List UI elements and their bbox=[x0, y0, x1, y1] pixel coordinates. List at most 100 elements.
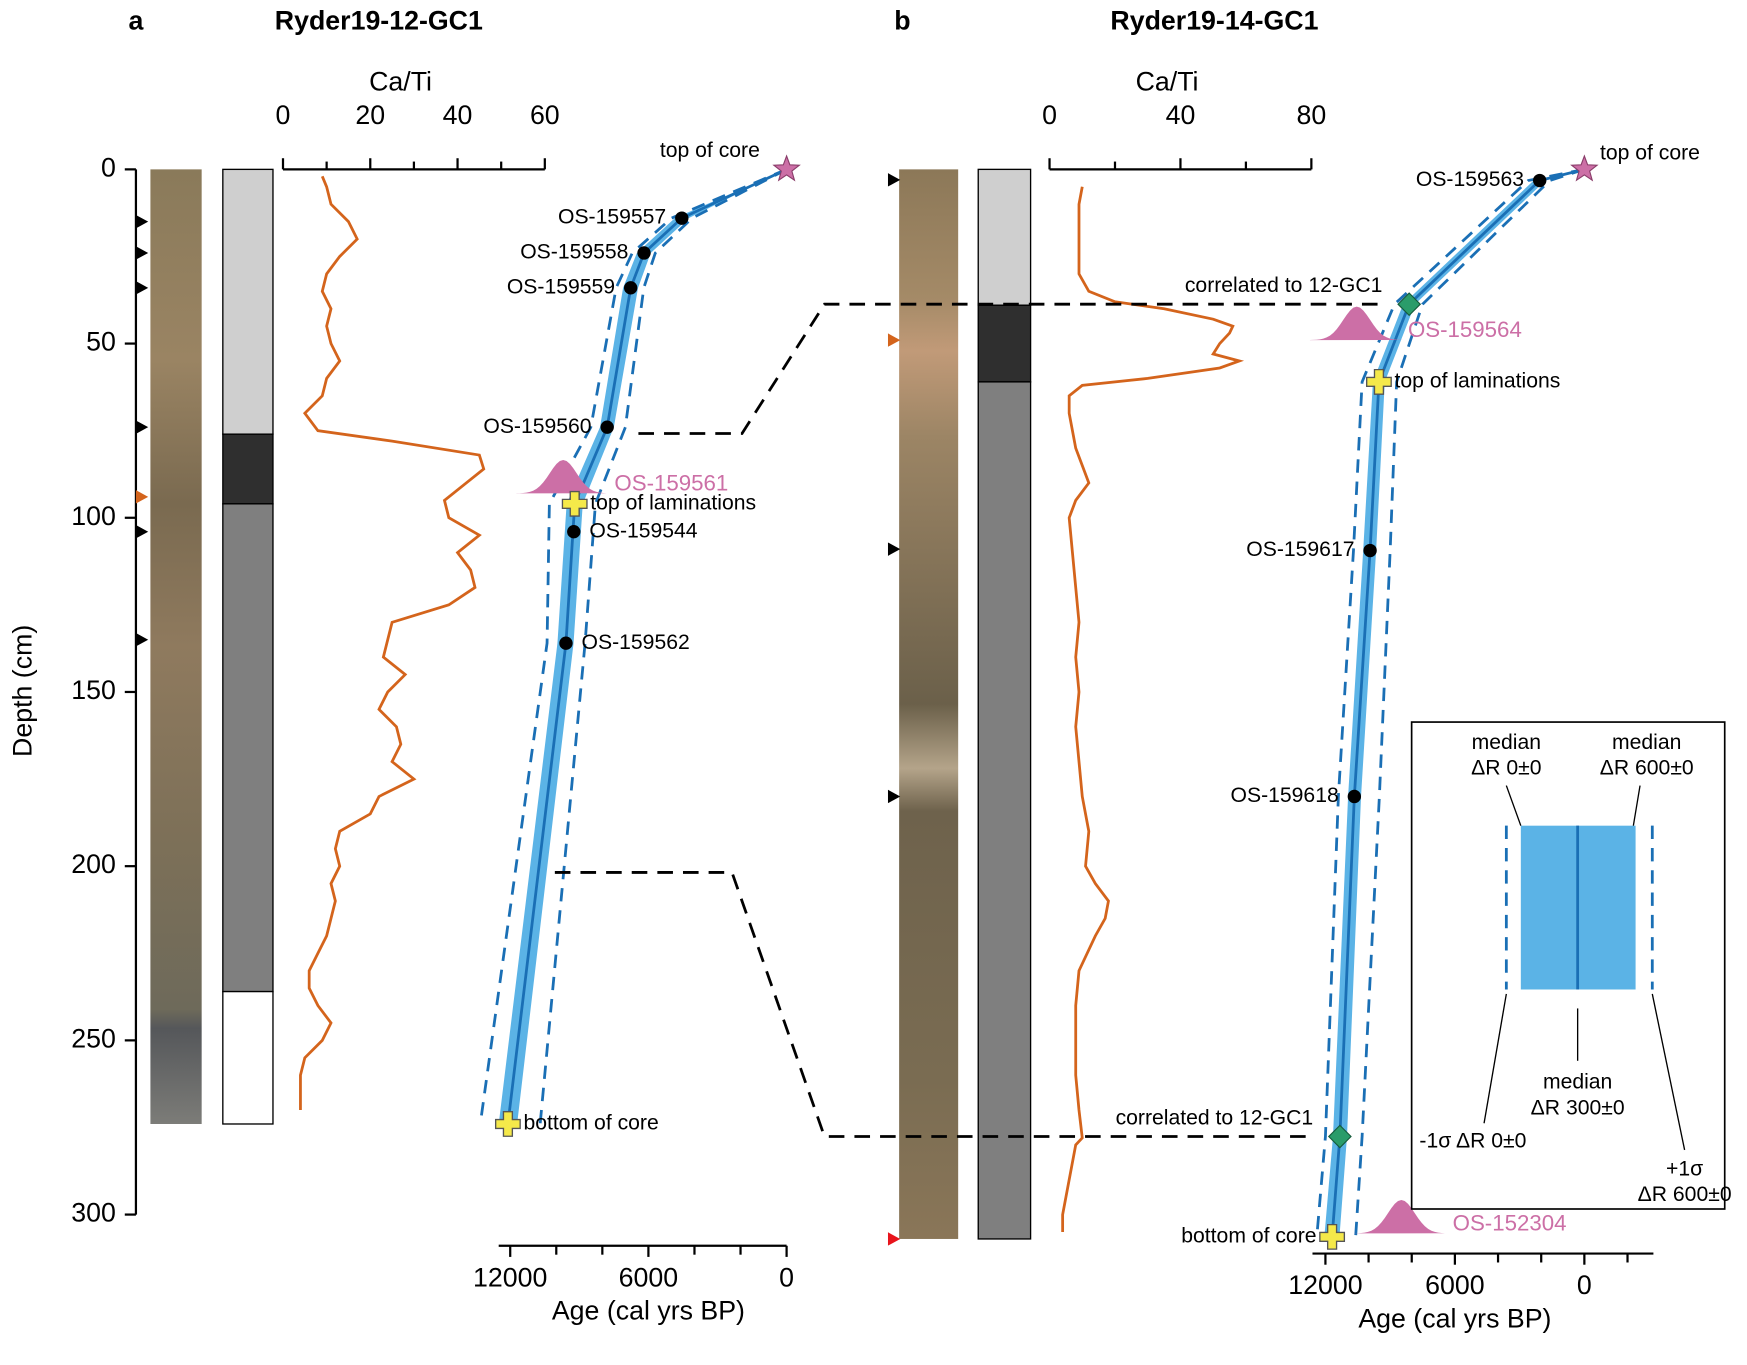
correlation-line bbox=[554, 871, 1312, 1138]
depth-axis-label: Depth (cm) bbox=[8, 625, 38, 757]
core-photo bbox=[150, 169, 202, 1124]
inset-leader bbox=[1505, 785, 1522, 826]
date-label: top of core bbox=[1600, 141, 1700, 164]
inset-label: +1σ bbox=[1666, 1158, 1703, 1181]
date-label: OS-159559 bbox=[507, 275, 615, 298]
date-dot bbox=[675, 211, 689, 225]
sample-marker bbox=[135, 281, 149, 295]
date-probability bbox=[1309, 306, 1404, 341]
date-label: OS-159557 bbox=[558, 206, 666, 229]
panel-title: Ryder19-14-GC1 bbox=[1110, 5, 1318, 35]
date-star bbox=[772, 154, 801, 182]
date-dot bbox=[637, 246, 651, 260]
cati-axis-label: Ca/Ti bbox=[369, 67, 432, 97]
age-tick-label: 6000 bbox=[1425, 1270, 1484, 1300]
sample-marker bbox=[887, 542, 901, 556]
age-model-sigma bbox=[478, 168, 788, 1125]
sample-marker bbox=[135, 525, 149, 539]
age-model-sigma bbox=[1315, 168, 1585, 1237]
cati-tick-label: 20 bbox=[355, 100, 385, 130]
date-star bbox=[1570, 154, 1599, 182]
depth-tick-label: 0 bbox=[101, 152, 116, 182]
inset-leader bbox=[1632, 785, 1641, 826]
core-photo bbox=[899, 169, 959, 1239]
inset-label: median bbox=[1543, 1071, 1612, 1094]
age-tick-label: 12000 bbox=[473, 1262, 547, 1292]
sample-marker bbox=[887, 173, 901, 187]
date-cross bbox=[1319, 1223, 1346, 1250]
date-probability bbox=[516, 459, 610, 494]
date-probability bbox=[1354, 1199, 1449, 1234]
age-model-median bbox=[1330, 168, 1585, 1237]
sample-marker bbox=[135, 490, 149, 504]
age-model-sigma bbox=[538, 168, 788, 1125]
date-dot bbox=[559, 636, 573, 650]
date-label: OS-159561 bbox=[614, 470, 728, 495]
date-label: OS-159544 bbox=[589, 519, 697, 542]
date-label: OS-159562 bbox=[582, 631, 690, 654]
age-model-sigma bbox=[1354, 168, 1585, 1237]
date-label: bottom of core bbox=[1181, 1224, 1316, 1247]
lithology-unit bbox=[222, 168, 274, 435]
sample-marker bbox=[887, 333, 901, 347]
panel-letter: a bbox=[128, 5, 144, 35]
inset-label: ΔR 300±0 bbox=[1531, 1096, 1625, 1119]
inset-leader bbox=[1483, 993, 1508, 1124]
sample-marker bbox=[887, 789, 901, 804]
date-label: OS-159558 bbox=[520, 241, 628, 264]
inset-label: ΔR 600±0 bbox=[1600, 756, 1694, 779]
cati-tick-label: 40 bbox=[443, 100, 473, 130]
cati-axis-label: Ca/Ti bbox=[1136, 67, 1199, 97]
date-label: OS-159560 bbox=[483, 415, 591, 438]
age-model-median bbox=[506, 168, 788, 1125]
sample-marker bbox=[887, 1232, 901, 1246]
depth-tick-label: 250 bbox=[71, 1023, 116, 1053]
date-dot bbox=[623, 281, 638, 295]
date-dot bbox=[1347, 789, 1362, 804]
inset-label: median bbox=[1612, 731, 1681, 754]
lithology-unit bbox=[977, 381, 1032, 1240]
cati-curve bbox=[1061, 186, 1245, 1232]
date-label: top of laminations bbox=[1395, 369, 1561, 392]
date-label: OS-159564 bbox=[1408, 317, 1522, 342]
date-cross bbox=[1366, 368, 1392, 395]
cati-tick-label: 40 bbox=[1166, 100, 1196, 130]
date-dot bbox=[600, 420, 614, 434]
cati-curve bbox=[299, 175, 486, 1111]
depth-tick-label: 50 bbox=[86, 327, 116, 357]
inset-label: ΔR 0±0 bbox=[1471, 756, 1541, 779]
age-axis-label: Age (cal yrs BP) bbox=[552, 1296, 745, 1326]
date-label: top of core bbox=[660, 139, 760, 162]
age-axis-label: Age (cal yrs BP) bbox=[1358, 1303, 1551, 1333]
panel-letter: b bbox=[894, 5, 910, 35]
correlation-line bbox=[638, 302, 1382, 435]
date-label: OS-159617 bbox=[1246, 538, 1354, 561]
inset-label: -1σ ΔR 0±0 bbox=[1419, 1130, 1526, 1153]
depth-tick-label: 150 bbox=[71, 675, 116, 705]
sample-marker bbox=[135, 214, 149, 229]
sample-marker bbox=[135, 420, 149, 434]
depth-tick-label: 200 bbox=[71, 849, 116, 879]
age-tick-label: 12000 bbox=[1288, 1270, 1362, 1300]
date-label: OS-159618 bbox=[1231, 784, 1339, 807]
lithology-unit bbox=[977, 168, 1032, 306]
date-cross bbox=[494, 1111, 521, 1137]
age-tick-label: 0 bbox=[779, 1262, 794, 1292]
date-diamond bbox=[1397, 292, 1422, 317]
inset-label: median bbox=[1472, 731, 1541, 754]
date-dot bbox=[567, 525, 581, 539]
lithology-unit bbox=[222, 503, 274, 993]
age-tick-label: 6000 bbox=[619, 1262, 678, 1292]
cati-tick-label: 60 bbox=[530, 100, 560, 130]
date-label: bottom of core bbox=[524, 1112, 659, 1135]
inset-leader bbox=[1651, 993, 1686, 1151]
lithology-unit bbox=[977, 304, 1032, 383]
sample-marker bbox=[135, 633, 149, 647]
lithology-unit bbox=[222, 990, 274, 1125]
panel-title: Ryder19-12-GC1 bbox=[275, 5, 483, 35]
date-label: top of laminations bbox=[590, 491, 756, 514]
date-label: OS-152304 bbox=[1453, 1210, 1567, 1235]
